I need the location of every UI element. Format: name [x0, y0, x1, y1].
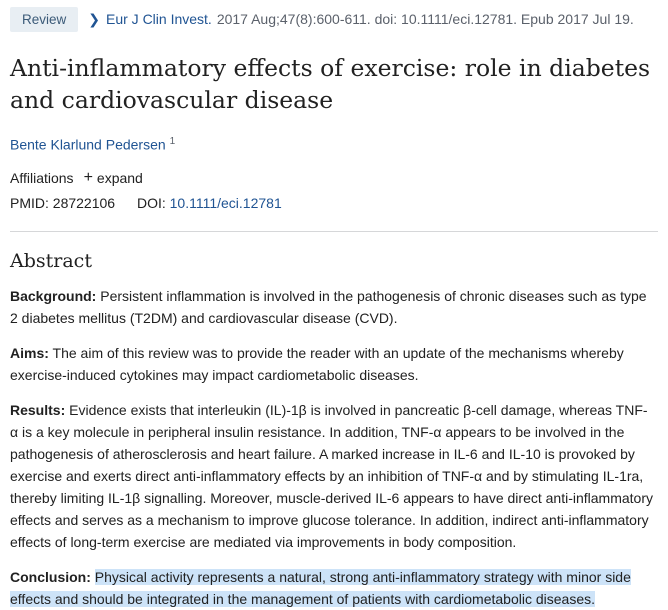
abstract-aims: Aims: The aim of this review was to prov…: [10, 342, 654, 386]
background-label: Background:: [10, 287, 97, 304]
abstract-conclusion: Conclusion: Physical activity represents…: [10, 566, 654, 610]
background-text: Persistent inflammation is involved in t…: [10, 287, 647, 326]
article-title: Anti-inflammatory effects of exercise: r…: [10, 54, 651, 114]
expand-button[interactable]: expand: [96, 169, 143, 186]
citation-details: 2017 Aug;47(8):600-611. doi: 10.1111/eci…: [216, 11, 634, 27]
identifiers: PMID: 28722106 DOI: 10.1111/eci.12781: [10, 195, 658, 211]
affiliations-label: Affiliations: [10, 169, 74, 186]
abstract-results: Results: Evidence exists that interleuki…: [10, 399, 654, 553]
author-list: Bente Klarlund Pedersen 1: [10, 136, 658, 153]
journal-link[interactable]: Eur J Clin Invest.: [106, 11, 212, 27]
pmid-label: PMID:: [10, 194, 49, 211]
author-affiliation-number[interactable]: 1: [169, 136, 176, 147]
doi-label: DOI:: [136, 194, 166, 211]
conclusion-label: Conclusion:: [10, 568, 91, 585]
article-type-badge: Review: [10, 6, 79, 32]
divider: [10, 230, 658, 232]
aims-text: The aim of this review was to provide th…: [10, 344, 624, 383]
abstract-background: Background: Persistent inflammation is i…: [10, 285, 654, 329]
conclusion-text-selected[interactable]: Physical activity represents a natural, …: [10, 568, 631, 607]
abstract-heading: Abstract: [10, 249, 92, 272]
citation-line: Review ❯ Eur J Clin Invest. 2017 Aug;47(…: [10, 0, 658, 38]
affiliations-toggle[interactable]: Affiliations + expand: [10, 169, 658, 187]
pmid-value: 28722106: [52, 194, 116, 211]
plus-icon[interactable]: +: [83, 168, 93, 186]
article-page: Review ❯ Eur J Clin Invest. 2017 Aug;47(…: [10, 0, 658, 610]
aims-label: Aims:: [10, 344, 49, 361]
results-text: Evidence exists that interleukin (IL)-1β…: [10, 401, 654, 550]
author-link[interactable]: Bente Klarlund Pedersen: [10, 136, 166, 153]
results-label: Results:: [10, 401, 66, 418]
chevron-right-icon[interactable]: ❯: [88, 10, 100, 27]
doi-link[interactable]: 10.1111/eci.12781: [169, 194, 282, 211]
